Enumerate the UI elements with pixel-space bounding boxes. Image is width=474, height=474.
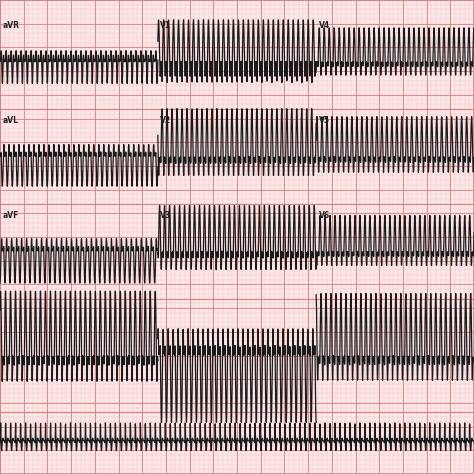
Text: V5: V5 bbox=[319, 116, 329, 125]
Text: aVF: aVF bbox=[2, 211, 19, 220]
Text: V4: V4 bbox=[319, 21, 329, 30]
Text: aVL: aVL bbox=[2, 116, 18, 125]
Text: V1: V1 bbox=[160, 21, 171, 30]
Text: aVR: aVR bbox=[2, 21, 19, 30]
Text: V2: V2 bbox=[160, 116, 171, 125]
Text: V3: V3 bbox=[160, 211, 171, 220]
Text: V6: V6 bbox=[319, 211, 329, 220]
